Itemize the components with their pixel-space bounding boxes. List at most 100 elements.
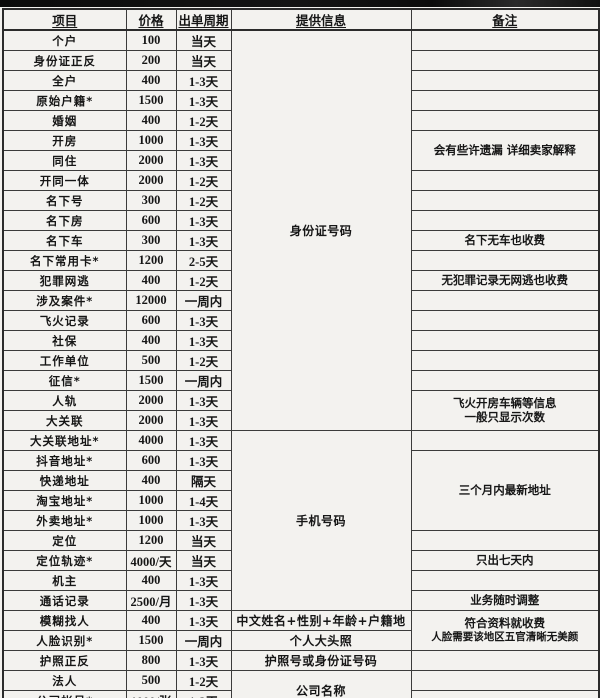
remark-cell: 业务随时调整	[410, 590, 600, 611]
price-cell: 300	[125, 230, 177, 251]
item-cell: 模糊找人	[2, 610, 127, 631]
price-cell: 1000/张	[125, 690, 177, 698]
item-cell: 定位	[2, 530, 127, 551]
cycle-cell: 1-2天	[175, 270, 232, 291]
cycle-cell: 1-3天	[175, 330, 232, 351]
table-row: 工作单位 500 1-2天	[2, 350, 600, 371]
remark-cell	[410, 190, 600, 211]
remark-text: 无犯罪记录无网逃也收费	[441, 272, 569, 287]
remark-cell: 会有些许遗漏 详细卖家解释	[410, 130, 600, 171]
cycle-cell: 1-3天	[175, 70, 232, 91]
cycle-cell: 1-3天	[175, 590, 232, 611]
table-row: 开同一体 2000 1-2天	[2, 170, 600, 191]
item-cell: 淘宝地址*	[2, 490, 127, 511]
item-cell: 人轨	[2, 390, 127, 411]
item-cell: 大关联地址*	[2, 430, 127, 451]
column-header-item: 项目	[2, 8, 127, 31]
price-cell: 300	[125, 190, 177, 211]
price-cell: 800	[125, 650, 177, 671]
cycle-cell: 当天	[175, 29, 232, 51]
price-cell: 1500	[125, 630, 177, 651]
cycle-cell: 2-5天	[175, 250, 232, 271]
item-cell: 工作单位	[2, 350, 127, 371]
table-row: 定位轨迹* 4000/天 当天 只出七天内	[2, 550, 600, 571]
item-cell: 婚姻	[2, 110, 127, 131]
item-cell: 名下号	[2, 190, 127, 211]
price-cell: 1200	[125, 250, 177, 271]
remark-cell	[410, 70, 600, 91]
remark-cell	[410, 170, 600, 191]
item-cell: 个户	[2, 29, 127, 51]
cycle-cell: 1-2天	[175, 190, 232, 211]
table-row: 名下房 600 1-3天	[2, 210, 600, 231]
price-cell: 1500	[125, 370, 177, 391]
price-cell: 100	[125, 29, 177, 51]
item-cell: 通话记录	[2, 590, 127, 611]
cycle-cell: 当天	[175, 530, 232, 551]
cycle-cell: 1-2天	[175, 670, 232, 691]
remark-cell: 三个月内最新地址	[410, 450, 600, 531]
item-cell: 征信*	[2, 370, 127, 391]
cycle-cell: 隔天	[175, 470, 232, 491]
price-cell: 1000	[125, 490, 177, 511]
table-row: 公司帐号*1000/张1-2天	[2, 690, 600, 698]
table-row: 护照正反 800 1-3天 护照号或身份证号码	[2, 650, 600, 671]
price-cell: 600	[125, 450, 177, 471]
cycle-cell: 1-3天	[175, 430, 232, 451]
cycle-cell: 1-3天	[175, 410, 232, 431]
remark-cell	[410, 110, 600, 131]
table-row: 全户 400 1-3天	[2, 70, 600, 91]
cycle-cell: 一周内	[175, 290, 232, 311]
remark-text: 符合资料就收费	[464, 616, 546, 631]
remark-cell: 名下无车也收费	[410, 230, 600, 251]
price-cell: 1000	[125, 510, 177, 531]
remark-cell	[410, 29, 600, 51]
cycle-cell: 一周内	[175, 630, 232, 651]
cycle-cell: 1-3天	[175, 130, 232, 151]
remark-text: 三个月内最新地址	[458, 482, 551, 497]
remark-cell: 只出七天内	[410, 550, 600, 571]
column-header-cycle: 出单周期	[175, 8, 232, 31]
table-row: 开房 1000 1-3天 会有些许遗漏 详细卖家解释	[2, 130, 600, 171]
item-cell: 机主	[2, 570, 127, 591]
remark-text: 人脸需要该地区五官清晰无美颜	[431, 631, 579, 644]
item-cell: 同住	[2, 150, 127, 171]
item-cell: 抖音地址*	[2, 450, 127, 471]
cycle-cell: 1-3天	[175, 150, 232, 171]
item-cell: 名下车	[2, 230, 127, 251]
remark-cell	[410, 350, 600, 371]
table-row: 淘宝地址* 1000 1-4天	[2, 490, 599, 511]
column-header-remark: 备注	[410, 8, 600, 31]
remark-cell: 符合资料就收费 人脸需要该地区五官清晰无美颜	[410, 610, 600, 651]
cycle-cell: 1-3天	[175, 610, 232, 631]
remark-cell	[410, 650, 600, 671]
remark-cell	[410, 290, 600, 311]
price-cell: 1500	[125, 90, 177, 111]
price-cell: 400	[125, 330, 177, 351]
price-table: 项目 价格 出单周期 提供信息 备注 个户 100 当天 身份证号码 身份证正反 200 当…	[2, 8, 600, 698]
top-border-bar	[0, 0, 600, 7]
remark-cell	[410, 690, 600, 698]
cycle-cell: 当天	[175, 50, 232, 71]
remark-cell	[410, 530, 600, 551]
cycle-cell: 1-2天	[175, 170, 232, 191]
cycle-cell: 一周内	[175, 370, 232, 391]
cycle-cell: 1-3天	[175, 650, 232, 671]
cycle-cell: 1-2天	[175, 350, 232, 371]
price-cell: 400	[125, 70, 177, 91]
info-cell: 身份证号码	[230, 29, 412, 431]
item-cell: 护照正反	[2, 650, 127, 671]
remark-text: 飞火开房车辆等信息	[453, 395, 557, 410]
remark-text: 业务随时调整	[470, 592, 540, 607]
table-row: 涉及案件* 12000 一周内	[2, 290, 600, 311]
remark-cell	[410, 210, 600, 231]
table-row: 原始户籍* 1500 1-3天	[2, 90, 600, 111]
item-cell: 开同一体	[2, 170, 127, 191]
cycle-cell: 1-2天	[175, 690, 232, 698]
item-cell: 法人	[2, 670, 127, 691]
price-cell: 600	[125, 310, 177, 331]
cycle-cell: 1-3天	[175, 230, 232, 251]
cycle-cell: 1-3天	[175, 390, 232, 411]
price-cell: 200	[125, 50, 177, 71]
